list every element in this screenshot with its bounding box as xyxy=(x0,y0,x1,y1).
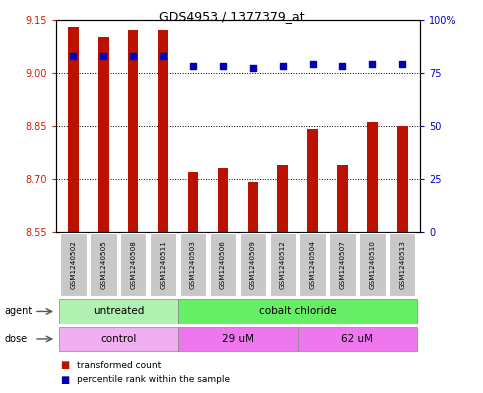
Bar xyxy=(68,27,79,232)
Bar xyxy=(397,126,408,232)
Text: ■: ■ xyxy=(60,375,70,385)
Bar xyxy=(188,172,199,232)
Text: 62 uM: 62 uM xyxy=(341,334,373,344)
Text: GSM1240512: GSM1240512 xyxy=(280,240,286,289)
Point xyxy=(309,61,316,67)
Text: GSM1240503: GSM1240503 xyxy=(190,240,196,289)
Bar xyxy=(270,233,296,296)
Text: agent: agent xyxy=(5,307,33,316)
Text: untreated: untreated xyxy=(93,307,144,316)
Point xyxy=(129,53,137,59)
Text: GSM1240513: GSM1240513 xyxy=(399,240,405,289)
Bar xyxy=(128,30,139,232)
Bar xyxy=(240,233,266,296)
Bar xyxy=(90,233,116,296)
Bar xyxy=(58,327,178,351)
Point xyxy=(279,63,286,70)
Text: control: control xyxy=(100,334,137,344)
Bar xyxy=(248,182,258,232)
Bar xyxy=(299,233,326,296)
Text: ■: ■ xyxy=(60,360,70,370)
Bar xyxy=(178,327,298,351)
Bar xyxy=(120,233,146,296)
Point xyxy=(70,53,77,59)
Bar xyxy=(60,233,86,296)
Bar xyxy=(298,327,417,351)
Bar xyxy=(307,129,318,232)
Point xyxy=(369,61,376,67)
Text: 29 uM: 29 uM xyxy=(222,334,254,344)
Point xyxy=(219,63,227,70)
Point xyxy=(339,63,346,70)
Bar xyxy=(210,233,236,296)
Point xyxy=(159,53,167,59)
Text: GSM1240511: GSM1240511 xyxy=(160,240,166,289)
Text: GSM1240505: GSM1240505 xyxy=(100,240,106,289)
Text: dose: dose xyxy=(5,334,28,344)
Bar xyxy=(367,122,378,232)
Bar xyxy=(389,233,415,296)
Bar xyxy=(58,299,178,324)
Text: percentile rank within the sample: percentile rank within the sample xyxy=(77,375,230,384)
Text: GSM1240502: GSM1240502 xyxy=(71,240,76,289)
Text: GSM1240507: GSM1240507 xyxy=(340,240,345,289)
Bar xyxy=(218,168,228,232)
Bar xyxy=(98,37,109,232)
Point xyxy=(99,53,107,59)
Text: GSM1240510: GSM1240510 xyxy=(369,240,375,289)
Point xyxy=(189,63,197,70)
Bar xyxy=(180,233,206,296)
Text: GSM1240508: GSM1240508 xyxy=(130,240,136,289)
Bar xyxy=(150,233,176,296)
Bar xyxy=(337,165,348,232)
Text: GSM1240509: GSM1240509 xyxy=(250,240,256,289)
Bar xyxy=(329,233,355,296)
Point xyxy=(398,61,406,67)
Bar xyxy=(359,233,385,296)
Text: GSM1240504: GSM1240504 xyxy=(310,240,315,289)
Bar xyxy=(158,30,169,232)
Text: GDS4953 / 1377379_at: GDS4953 / 1377379_at xyxy=(159,10,305,23)
Bar xyxy=(277,165,288,232)
Text: cobalt chloride: cobalt chloride xyxy=(259,307,337,316)
Text: GSM1240506: GSM1240506 xyxy=(220,240,226,289)
Point xyxy=(249,65,256,72)
Bar xyxy=(178,299,417,324)
Text: transformed count: transformed count xyxy=(77,360,161,369)
